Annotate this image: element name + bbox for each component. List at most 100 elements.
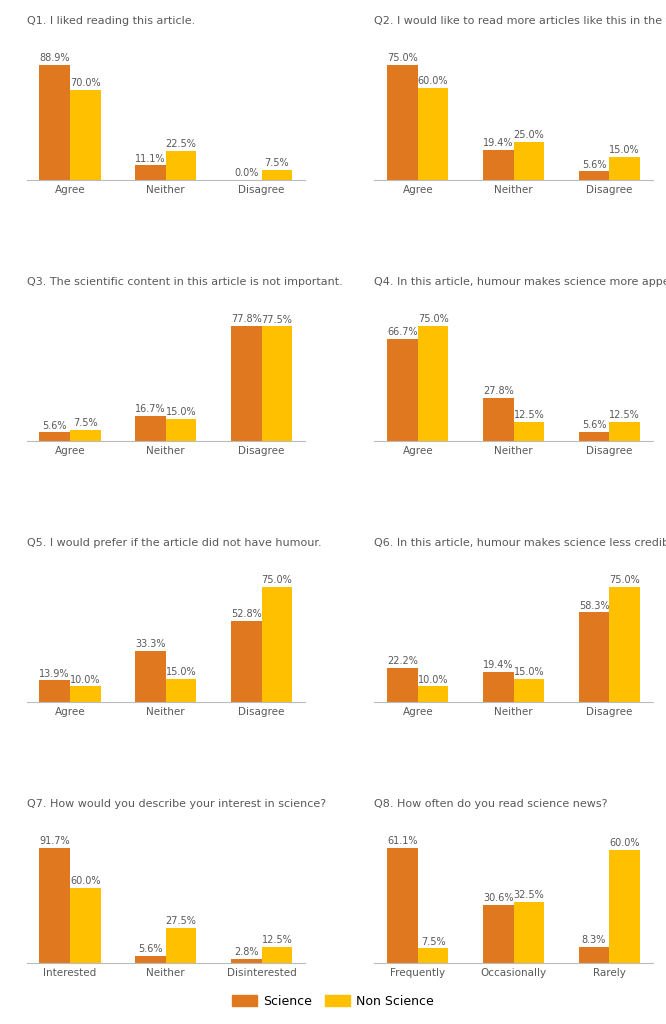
Bar [231, 959, 262, 963]
Text: 25.0%: 25.0% [513, 130, 544, 140]
Bar [387, 848, 418, 963]
Text: 7.5%: 7.5% [421, 937, 446, 947]
Text: Q6. In this article, humour makes science less credible.: Q6. In this article, humour makes scienc… [374, 538, 666, 548]
Bar [418, 948, 448, 963]
Text: Q7. How would you describe your interest in science?: Q7. How would you describe your interest… [27, 799, 326, 809]
Text: 0.0%: 0.0% [234, 168, 258, 178]
Bar [39, 680, 70, 701]
Bar [609, 422, 640, 440]
Text: 19.4%: 19.4% [483, 138, 513, 148]
Bar [135, 416, 166, 440]
Text: 7.5%: 7.5% [264, 159, 289, 168]
Text: Q5. I would prefer if the article did not have humour.: Q5. I would prefer if the article did no… [27, 538, 321, 548]
Text: 5.6%: 5.6% [582, 421, 606, 430]
Bar [579, 947, 609, 963]
Text: 33.3%: 33.3% [135, 639, 166, 649]
Text: 75.0%: 75.0% [609, 575, 640, 586]
Text: 15.0%: 15.0% [609, 145, 640, 156]
Bar [166, 679, 196, 701]
Bar [70, 888, 101, 963]
Bar [483, 151, 513, 180]
Bar [262, 327, 292, 440]
Bar [135, 650, 166, 701]
Text: Q1. I liked reading this article.: Q1. I liked reading this article. [27, 15, 195, 26]
Text: 12.5%: 12.5% [513, 410, 544, 420]
Text: 75.0%: 75.0% [387, 53, 418, 63]
Bar [70, 430, 101, 440]
Bar [262, 587, 292, 701]
Bar [418, 88, 448, 180]
Bar [262, 947, 292, 963]
Text: 91.7%: 91.7% [39, 837, 70, 846]
Bar [70, 686, 101, 701]
Legend: Science, Non Science: Science, Non Science [227, 989, 439, 1013]
Text: 7.5%: 7.5% [73, 418, 98, 428]
Text: 15.0%: 15.0% [513, 667, 544, 677]
Bar [262, 170, 292, 180]
Bar [135, 166, 166, 180]
Text: 52.8%: 52.8% [231, 609, 262, 620]
Text: 5.6%: 5.6% [582, 160, 606, 170]
Text: 13.9%: 13.9% [39, 669, 70, 679]
Bar [39, 848, 70, 963]
Text: 88.9%: 88.9% [39, 53, 70, 63]
Bar [609, 850, 640, 963]
Bar [609, 157, 640, 180]
Bar [387, 66, 418, 180]
Text: 75.0%: 75.0% [418, 314, 448, 325]
Text: 60.0%: 60.0% [70, 876, 101, 886]
Text: 10.0%: 10.0% [418, 675, 448, 685]
Bar [166, 419, 196, 440]
Bar [513, 679, 544, 701]
Bar [387, 668, 418, 701]
Bar [166, 928, 196, 963]
Bar [513, 901, 544, 963]
Bar [513, 422, 544, 440]
Bar [135, 955, 166, 963]
Bar [387, 339, 418, 440]
Bar [166, 151, 196, 180]
Bar [418, 326, 448, 440]
Bar [483, 398, 513, 440]
Text: 12.5%: 12.5% [262, 935, 292, 945]
Text: 2.8%: 2.8% [234, 947, 258, 957]
Bar [483, 905, 513, 963]
Bar [483, 672, 513, 701]
Bar [579, 612, 609, 701]
Bar [70, 89, 101, 180]
Text: Q3. The scientific content in this article is not important.: Q3. The scientific content in this artic… [27, 276, 342, 287]
Text: 60.0%: 60.0% [418, 77, 448, 86]
Text: 8.3%: 8.3% [582, 935, 606, 945]
Text: 61.1%: 61.1% [387, 837, 418, 846]
Text: 15.0%: 15.0% [166, 407, 196, 417]
Text: 5.6%: 5.6% [138, 944, 163, 953]
Bar [418, 686, 448, 701]
Text: Q4. In this article, humour makes science more appealing.: Q4. In this article, humour makes scienc… [374, 276, 666, 287]
Bar [231, 621, 262, 701]
Text: 66.7%: 66.7% [387, 327, 418, 337]
Text: 16.7%: 16.7% [135, 404, 166, 415]
Text: 11.1%: 11.1% [135, 154, 166, 164]
Text: 70.0%: 70.0% [70, 78, 101, 88]
Text: 12.5%: 12.5% [609, 410, 640, 420]
Text: 22.5%: 22.5% [166, 139, 196, 150]
Bar [513, 141, 544, 180]
Bar [39, 66, 70, 180]
Text: 27.5%: 27.5% [166, 916, 196, 927]
Text: 19.4%: 19.4% [483, 660, 513, 671]
Text: 77.8%: 77.8% [231, 314, 262, 325]
Text: Q8. How often do you read science news?: Q8. How often do you read science news? [374, 799, 608, 809]
Text: 10.0%: 10.0% [70, 675, 101, 685]
Bar [579, 171, 609, 180]
Bar [579, 432, 609, 440]
Bar [39, 432, 70, 440]
Text: 58.3%: 58.3% [579, 601, 609, 610]
Text: 22.2%: 22.2% [387, 656, 418, 666]
Text: 77.5%: 77.5% [262, 314, 292, 325]
Text: 30.6%: 30.6% [483, 893, 513, 903]
Text: 32.5%: 32.5% [513, 890, 544, 900]
Text: 27.8%: 27.8% [483, 386, 513, 396]
Bar [609, 587, 640, 701]
Text: 60.0%: 60.0% [609, 839, 640, 848]
Text: 75.0%: 75.0% [262, 575, 292, 586]
